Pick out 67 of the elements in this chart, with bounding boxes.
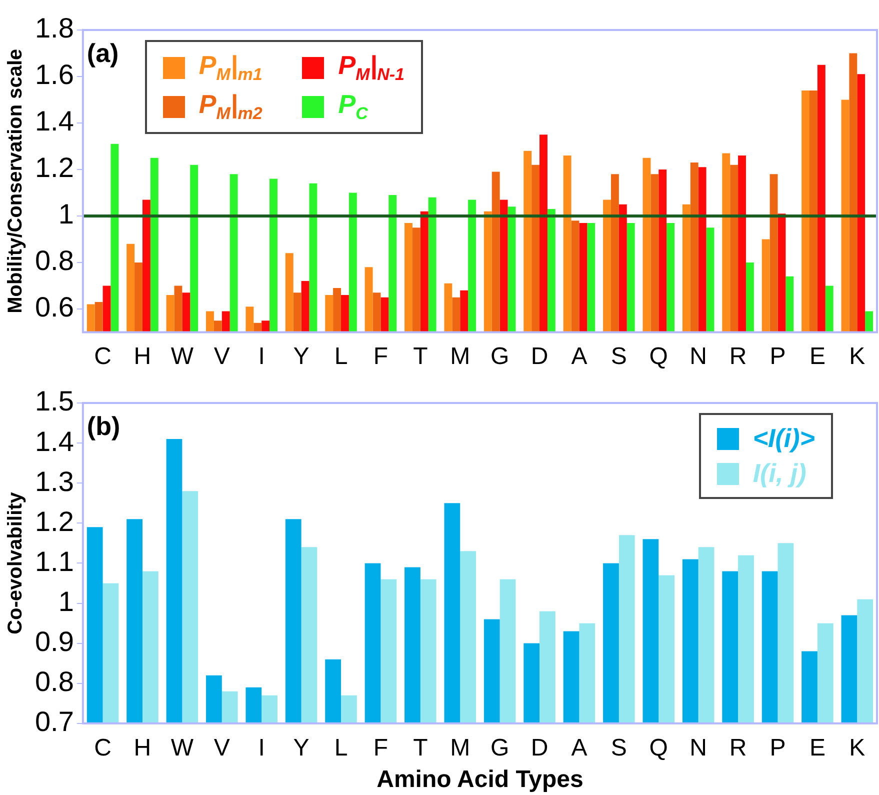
legend-label: P$_{M}$|$_{m2}$ <box>198 89 262 124</box>
x-tick-label: T <box>413 343 428 370</box>
x-tick-label: R <box>729 734 747 762</box>
x-tick-label: P <box>770 343 786 370</box>
x-tick-label: I <box>258 343 265 370</box>
x-tick-label: I <box>258 734 265 762</box>
x-tick-label: Q <box>649 343 668 370</box>
x-tick-label: W <box>170 734 194 762</box>
legend-label: P$_{M}$|$_{m1}$ <box>198 50 262 86</box>
y-tick-label: 1.4 <box>34 426 74 457</box>
x-tick-label: V <box>214 343 230 370</box>
annotation: (a) <box>86 38 119 68</box>
x-tick-label: W <box>170 343 194 370</box>
x-tick-label: N <box>690 734 708 762</box>
y-tick-label: 1 <box>58 586 74 617</box>
y-tick-label: 0.8 <box>34 245 74 276</box>
x-tick-label: S <box>610 343 627 370</box>
y-tick-label: 1.3 <box>34 466 74 497</box>
x-tick-label: C <box>94 343 112 370</box>
legend-label: P$_{M}$|$_{N-1}$ <box>338 50 404 86</box>
legend-label: I(i, j) <box>752 458 806 489</box>
x-tick-label: H <box>134 343 152 370</box>
annotation: (b) <box>86 411 120 442</box>
y-tick-label: 1.4 <box>34 106 74 137</box>
x-tick-label: P <box>770 734 786 762</box>
y-tick-label: 1.2 <box>34 152 74 184</box>
x-tick-label: S <box>610 734 627 762</box>
x-tick-label: N <box>690 343 708 370</box>
x-tick-label: K <box>849 734 866 762</box>
y-tick-label: 1.2 <box>34 506 74 537</box>
x-tick-label: R <box>729 343 747 370</box>
x-tick-label: C <box>94 734 112 762</box>
x-tick-label: A <box>571 734 588 762</box>
x-tick-label: F <box>373 734 388 762</box>
y-tick-label: 0.9 <box>34 626 74 658</box>
x-tick-label: G <box>490 734 510 762</box>
legend-label: <I(i)> <box>752 423 815 454</box>
y-tick-label: 1.6 <box>34 59 74 90</box>
y-tick-label: 1.5 <box>34 386 74 417</box>
x-tick-label: D <box>530 734 548 762</box>
x-tick-label: V <box>214 734 230 762</box>
x-tick-label: D <box>530 343 548 370</box>
x-tick-label: M <box>450 343 470 370</box>
x-tick-label: T <box>413 734 428 762</box>
x-tick-label: K <box>849 343 866 370</box>
y-tick-label: 1.1 <box>34 546 74 577</box>
x-tick-label: Y <box>293 734 310 762</box>
x-tick-label: Y <box>293 343 310 370</box>
x-tick-label: H <box>134 734 152 762</box>
legend-label: P$_{C}$ <box>338 89 368 124</box>
y-tick-label: 0.6 <box>34 292 74 323</box>
x-tick-label: F <box>373 343 388 370</box>
x-tick-label: A <box>571 343 588 370</box>
x-tick-label: E <box>809 343 826 370</box>
y-tick-label: 0.8 <box>34 666 74 698</box>
y-tick-label: 1.8 <box>34 12 74 44</box>
x-tick-label: Q <box>649 734 668 762</box>
x-tick-label: L <box>334 734 348 762</box>
x-axis-title: Amino Acid Types <box>376 766 584 794</box>
y-axis-title: Mobility/Conservation scale <box>4 48 27 314</box>
x-tick-label: E <box>809 734 826 762</box>
y-tick-label: 0.7 <box>34 706 74 738</box>
x-tick-label: L <box>334 343 348 370</box>
y-axis-title: Co-evolvability <box>4 491 27 634</box>
x-tick-label: G <box>490 343 510 370</box>
x-tick-label: M <box>450 734 470 762</box>
y-tick-label: 1 <box>58 198 74 230</box>
